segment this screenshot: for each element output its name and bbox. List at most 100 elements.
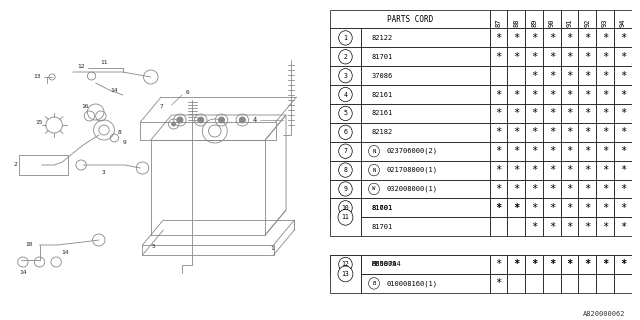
Text: 2: 2 (13, 163, 17, 167)
Text: *: * (620, 33, 626, 43)
Bar (614, 217, 632, 236)
Bar (330, 123, 362, 142)
Text: *: * (495, 108, 502, 118)
Circle shape (338, 209, 353, 225)
Text: 86587A: 86587A (372, 261, 397, 268)
Text: *: * (584, 146, 591, 156)
Bar (330, 255, 362, 274)
Text: *: * (531, 108, 537, 118)
Text: 12: 12 (77, 65, 85, 69)
Text: 6: 6 (186, 90, 189, 94)
Circle shape (339, 182, 352, 196)
Bar (543, 142, 561, 161)
Circle shape (369, 277, 380, 289)
Text: 81701: 81701 (372, 205, 393, 211)
Bar (490, 28, 508, 47)
Text: *: * (495, 260, 502, 269)
Text: *: * (602, 146, 608, 156)
Text: *: * (513, 260, 520, 269)
Text: *: * (566, 203, 573, 213)
Text: *: * (566, 222, 573, 232)
Text: 023706000(2): 023706000(2) (386, 148, 437, 155)
Text: *: * (531, 203, 537, 213)
Bar (330, 10, 490, 28)
Bar (579, 255, 596, 274)
Text: *: * (602, 203, 608, 213)
Text: 7: 7 (344, 148, 348, 154)
Bar (543, 217, 561, 236)
Text: *: * (620, 146, 626, 156)
Text: *: * (513, 90, 520, 100)
Text: *: * (495, 146, 502, 156)
Bar (490, 104, 508, 123)
Bar (362, 104, 490, 123)
Text: 90: 90 (549, 19, 555, 27)
Text: 3: 3 (344, 73, 348, 79)
Bar (362, 142, 490, 161)
Bar (596, 180, 614, 198)
Text: 9: 9 (344, 186, 348, 192)
Circle shape (339, 106, 352, 121)
Bar (490, 198, 508, 217)
Text: *: * (513, 165, 520, 175)
Bar (543, 47, 561, 66)
Bar (508, 274, 525, 293)
Bar (614, 142, 632, 161)
Text: 15: 15 (36, 121, 44, 125)
Bar (596, 28, 614, 47)
Text: *: * (531, 222, 537, 232)
Text: *: * (602, 165, 608, 175)
Text: *: * (620, 203, 626, 213)
Text: *: * (548, 222, 555, 232)
Bar (543, 274, 561, 293)
Text: 81701: 81701 (372, 54, 393, 60)
Text: 14: 14 (111, 87, 118, 92)
Text: *: * (513, 52, 520, 62)
Text: *: * (602, 71, 608, 81)
Text: 1: 1 (344, 35, 348, 41)
Text: *: * (584, 33, 591, 43)
Bar (330, 255, 362, 293)
Bar (508, 180, 525, 198)
Bar (543, 85, 561, 104)
Circle shape (339, 87, 352, 102)
Bar (579, 161, 596, 180)
Bar (508, 255, 525, 274)
Text: *: * (495, 127, 502, 137)
Text: *: * (513, 203, 520, 213)
Circle shape (339, 68, 352, 83)
Bar (614, 47, 632, 66)
Text: 9: 9 (123, 140, 127, 145)
Bar (614, 28, 632, 47)
Text: 8: 8 (118, 131, 122, 135)
Text: *: * (620, 127, 626, 137)
Text: *: * (548, 90, 555, 100)
Text: 93: 93 (602, 19, 608, 27)
Bar (614, 123, 632, 142)
Bar (508, 28, 525, 47)
Text: 2: 2 (344, 54, 348, 60)
Bar (596, 85, 614, 104)
Circle shape (369, 164, 380, 176)
Bar (330, 66, 362, 85)
Text: *: * (602, 90, 608, 100)
Text: *: * (495, 52, 502, 62)
Text: *: * (584, 52, 591, 62)
Text: 92: 92 (584, 19, 590, 27)
Bar (614, 198, 632, 217)
Bar (579, 255, 596, 274)
Bar (614, 161, 632, 180)
Bar (490, 274, 508, 293)
Bar (362, 274, 490, 293)
Text: *: * (531, 33, 537, 43)
Bar (596, 66, 614, 85)
Text: *: * (531, 260, 537, 269)
Bar (561, 123, 579, 142)
Circle shape (339, 201, 352, 215)
Text: N: N (372, 168, 376, 172)
Bar (596, 104, 614, 123)
Bar (330, 85, 362, 104)
Bar (561, 217, 579, 236)
Bar (596, 123, 614, 142)
Text: 032008000(1): 032008000(1) (386, 186, 437, 192)
